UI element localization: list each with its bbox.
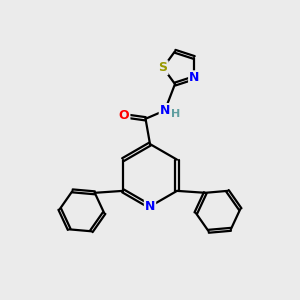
Text: S: S [159,61,168,74]
Text: N: N [189,71,200,84]
Text: N: N [160,104,170,117]
Text: H: H [171,109,180,119]
Text: N: N [145,200,155,213]
Text: O: O [119,109,130,122]
